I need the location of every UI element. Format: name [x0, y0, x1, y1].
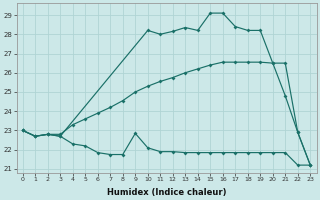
X-axis label: Humidex (Indice chaleur): Humidex (Indice chaleur) — [107, 188, 226, 197]
